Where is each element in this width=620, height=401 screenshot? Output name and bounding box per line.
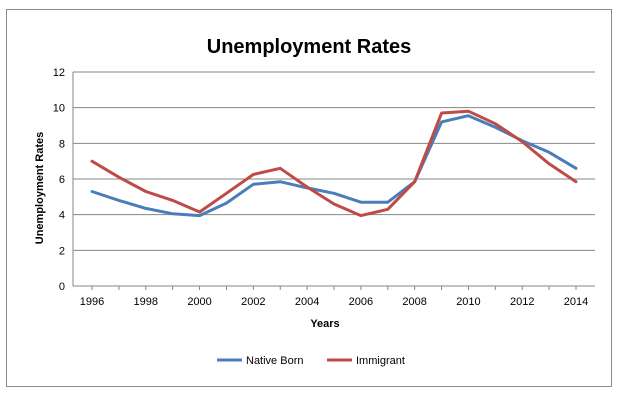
y-tick-label: 4 — [59, 210, 65, 222]
x-tick-label: 2006 — [349, 296, 373, 308]
y-tick-label: 2 — [59, 245, 65, 257]
x-tick-label: 2014 — [564, 296, 588, 308]
x-axis-ticks: 1996 1998 2000 2002 2004 2006 2008 2010 2012 2014 — [80, 286, 588, 308]
line-chart: Unemployment Rates 0 2 4 6 8 10 12 1996 1998 200… — [34, 36, 595, 367]
x-tick-label: 2010 — [456, 296, 480, 308]
x-tick-label: 2002 — [241, 296, 265, 308]
y-axis-label: Unemployment Rates — [34, 132, 46, 244]
chart-title: Unemployment Rates — [207, 36, 412, 58]
x-tick-label: 2012 — [510, 296, 534, 308]
x-tick-label: 1998 — [134, 296, 158, 308]
chart-frame: Unemployment Rates 0 2 4 6 8 10 12 1996 1998 200… — [6, 9, 612, 387]
y-axis-ticks: 0 2 4 6 8 10 12 — [53, 67, 65, 293]
y-tick-label: 8 — [59, 138, 65, 150]
gridlines — [72, 71, 595, 287]
series-line-native-born — [90, 114, 578, 218]
series-line-immigrant — [90, 109, 578, 218]
legend-label: Native Born — [246, 355, 303, 367]
y-tick-label: 0 — [59, 281, 65, 293]
x-tick-label: 2000 — [187, 296, 211, 308]
legend: Native Born Immigrant — [217, 355, 405, 367]
x-axis-label: Years — [310, 318, 339, 330]
legend-label: Immigrant — [356, 355, 405, 367]
series-lines — [90, 109, 578, 218]
y-tick-label: 12 — [53, 67, 65, 79]
x-tick-label: 2004 — [295, 296, 319, 308]
y-tick-label: 6 — [59, 174, 65, 186]
y-tick-label: 10 — [53, 103, 65, 115]
x-tick-label: 2008 — [402, 296, 426, 308]
x-tick-label: 1996 — [80, 296, 104, 308]
